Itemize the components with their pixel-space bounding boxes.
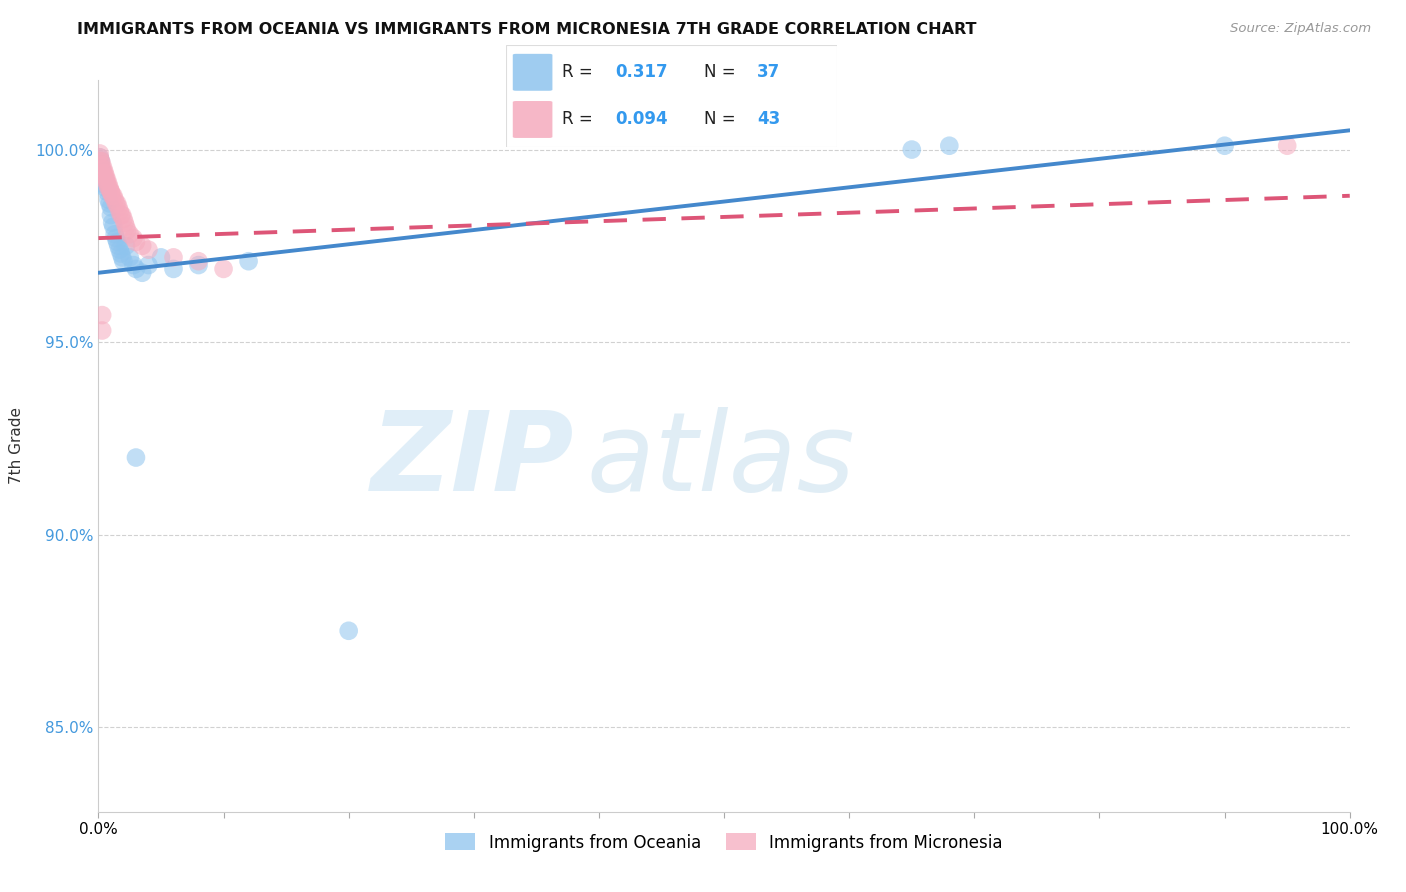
FancyBboxPatch shape <box>506 45 837 147</box>
Point <box>108 204 131 219</box>
Point <box>131 266 153 280</box>
Point <box>96 173 118 187</box>
Y-axis label: 7th Grade: 7th Grade <box>10 408 24 484</box>
Point <box>91 161 114 176</box>
Point <box>125 235 148 249</box>
Point <box>118 227 141 242</box>
Text: N =: N = <box>704 63 735 81</box>
Point <box>107 200 129 214</box>
Point <box>93 173 115 187</box>
Point <box>89 150 111 164</box>
Point <box>100 185 122 199</box>
Point <box>111 208 134 222</box>
Point <box>105 235 128 249</box>
Point <box>96 185 118 199</box>
Point <box>162 261 184 276</box>
Point <box>104 193 127 207</box>
Point <box>89 146 111 161</box>
Point <box>112 254 135 268</box>
Point <box>90 161 112 176</box>
Text: IMMIGRANTS FROM OCEANIA VS IMMIGRANTS FROM MICRONESIA 7TH GRADE CORRELATION CHAR: IMMIGRANTS FROM OCEANIA VS IMMIGRANTS FR… <box>77 22 977 37</box>
Point <box>104 231 127 245</box>
Point <box>97 181 120 195</box>
Point <box>112 211 135 226</box>
Point <box>1277 138 1299 153</box>
Point <box>93 178 115 192</box>
Point <box>91 169 114 184</box>
Point <box>90 154 112 169</box>
Point <box>238 254 260 268</box>
Point <box>100 185 122 199</box>
Point <box>115 223 138 237</box>
Point <box>101 216 124 230</box>
Point <box>104 196 127 211</box>
Point <box>98 181 121 195</box>
Point <box>138 243 160 257</box>
Point <box>100 200 122 214</box>
Point <box>900 143 922 157</box>
Point <box>138 258 160 272</box>
Point <box>91 308 114 322</box>
Point <box>122 258 145 272</box>
Point <box>94 181 117 195</box>
Point <box>115 219 138 234</box>
Point <box>104 227 127 242</box>
Text: 0.317: 0.317 <box>616 63 668 81</box>
Point <box>103 219 125 234</box>
Text: Source: ZipAtlas.com: Source: ZipAtlas.com <box>1230 22 1371 36</box>
Point <box>1213 138 1236 153</box>
Point <box>101 188 124 202</box>
Point <box>150 251 173 265</box>
Point <box>938 138 960 153</box>
Point <box>93 169 115 184</box>
Point <box>212 261 235 276</box>
Point <box>114 216 136 230</box>
Point <box>108 243 131 257</box>
Point <box>125 261 148 276</box>
Point <box>118 251 141 265</box>
Point <box>96 178 118 192</box>
Point <box>97 178 120 192</box>
Point <box>162 251 184 265</box>
Point <box>103 188 125 202</box>
Point <box>187 258 209 272</box>
Text: atlas: atlas <box>586 407 855 514</box>
Point <box>337 624 360 638</box>
Text: R =: R = <box>562 111 593 128</box>
Point <box>89 150 111 164</box>
Text: R =: R = <box>562 63 593 81</box>
Point <box>93 166 115 180</box>
Point <box>90 154 112 169</box>
Point <box>125 450 148 465</box>
Point <box>97 193 120 207</box>
Point <box>90 154 112 169</box>
Point <box>122 231 145 245</box>
Legend: Immigrants from Oceania, Immigrants from Micronesia: Immigrants from Oceania, Immigrants from… <box>439 827 1010 858</box>
Text: 37: 37 <box>758 63 780 81</box>
Point <box>105 196 128 211</box>
Point <box>131 239 153 253</box>
FancyBboxPatch shape <box>513 54 553 91</box>
Point <box>110 208 132 222</box>
Text: ZIP: ZIP <box>370 407 574 514</box>
Point <box>94 173 117 187</box>
Point <box>94 169 117 184</box>
Point <box>115 239 138 253</box>
Point <box>110 246 132 260</box>
Point <box>91 158 114 172</box>
Point <box>107 239 129 253</box>
Text: 0.094: 0.094 <box>616 111 668 128</box>
Point <box>111 251 134 265</box>
Point <box>187 254 209 268</box>
FancyBboxPatch shape <box>513 101 553 138</box>
Text: N =: N = <box>704 111 735 128</box>
Point <box>91 324 114 338</box>
Point <box>93 161 115 176</box>
Point <box>98 196 121 211</box>
Text: 43: 43 <box>758 111 780 128</box>
Point <box>100 208 122 222</box>
Point <box>93 166 115 180</box>
